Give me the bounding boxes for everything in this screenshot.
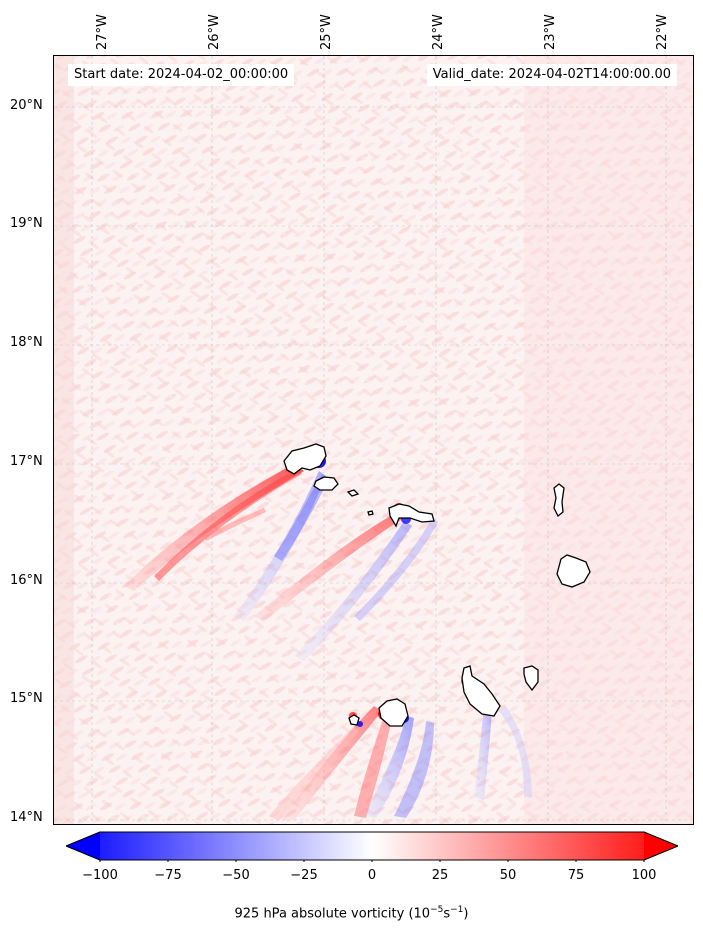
colorbar-tick: −50 — [222, 868, 250, 883]
vorticity-field — [54, 56, 693, 824]
lon-label-27w: 27°W — [95, 14, 110, 50]
lat-label-19n: 19°N — [10, 216, 43, 231]
lat-label-17n: 17°N — [10, 454, 43, 469]
lat-label-20n: 20°N — [10, 98, 43, 113]
colorbar-tick: 100 — [631, 868, 657, 883]
colorbar — [66, 831, 678, 862]
lon-label-23w: 23°W — [543, 14, 558, 50]
colorbar-label: 925 hPa absolute vorticity (10−5s−1) — [234, 905, 469, 922]
lat-label-14n: 14°N — [10, 810, 43, 825]
start-date-label: Start date: 2024-04-02_00:00:00 — [68, 64, 295, 86]
lat-label-16n: 16°N — [10, 573, 43, 588]
valid-date-label: Valid_date: 2024-04-02T14:00:00.00 — [426, 64, 677, 86]
lon-label-25w: 25°W — [319, 14, 334, 50]
colorbar-tick: 75 — [567, 868, 585, 883]
lon-label-26w: 26°W — [207, 14, 222, 50]
colorbar-tick: −75 — [154, 868, 182, 883]
colorbar-tick: −100 — [82, 868, 118, 883]
coastlines — [283, 443, 591, 727]
lon-label-22w: 22°W — [655, 14, 670, 50]
vorticity-map: Start date: 2024-04-02_00:00:00 Valid_da… — [53, 55, 694, 825]
lat-label-15n: 15°N — [10, 691, 43, 706]
colorbar-tick: 50 — [499, 868, 517, 883]
colorbar-tick: 0 — [367, 868, 377, 883]
colorbar-tick: 25 — [431, 868, 449, 883]
lon-label-24w: 24°W — [431, 14, 446, 50]
lat-label-18n: 18°N — [10, 335, 43, 350]
colorbar-tick: −25 — [290, 868, 318, 883]
